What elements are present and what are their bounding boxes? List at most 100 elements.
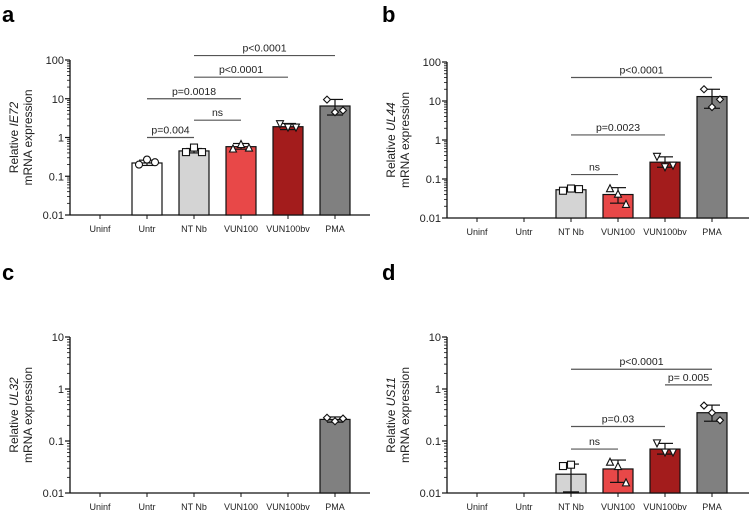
significance-label: p<0.0001: [242, 43, 286, 55]
x-tick-label: VUN100bv: [643, 227, 687, 237]
y-tick-label: 10: [429, 332, 441, 344]
y-tick-label: 1: [435, 135, 441, 147]
data-point-triangle-down: [668, 161, 678, 171]
data-point-square: [181, 148, 191, 157]
bar-untr: [131, 162, 163, 216]
data-point-circle: [142, 155, 152, 164]
x-tick-label: Untr: [138, 502, 155, 510]
significance-label: p= 0.005: [668, 372, 709, 384]
data-point-triangle-down: [668, 448, 678, 458]
data-point-diamond: [707, 408, 717, 417]
y-axis-label-line2: mRNA expression: [21, 89, 35, 185]
y-axis-label-line2: mRNA expression: [398, 92, 412, 188]
data-point-triangle-down: [283, 123, 293, 133]
y-tick-label: 0.01: [43, 210, 64, 222]
y-tick-label: 10: [52, 332, 64, 344]
x-tick-label: VUN100: [224, 224, 258, 234]
x-tick-label: PMA: [325, 502, 345, 510]
y-tick-label: 10: [52, 94, 64, 106]
y-tick-label: 1: [58, 133, 64, 145]
y-tick-label: 0.01: [420, 213, 441, 225]
data-point-triangle-up: [613, 461, 623, 471]
y-axis-label: Relative IE72: [7, 101, 21, 173]
panel-letter: a: [2, 2, 15, 27]
data-point-diamond: [338, 414, 348, 423]
y-axis-label: Relative UL44: [384, 102, 398, 178]
y-label-prefix: Relative: [7, 127, 21, 174]
data-point-square: [197, 148, 207, 157]
data-point-diamond: [707, 102, 717, 112]
x-tick-label: Uninf: [89, 224, 111, 234]
data-point-diamond: [330, 416, 340, 426]
bar-pma: [319, 418, 351, 494]
significance-label: p<0.0001: [619, 65, 663, 77]
data-point-square: [558, 186, 568, 195]
data-point-triangle-down: [275, 120, 285, 129]
x-tick-label: Uninf: [466, 502, 488, 510]
data-point-triangle-down: [291, 123, 301, 133]
significance-label: p=0.0023: [596, 122, 640, 134]
data-point-diamond: [322, 413, 332, 423]
x-tick-label: Untr: [515, 227, 532, 237]
data-point-triangle-up: [605, 183, 615, 193]
x-tick-label: NT Nb: [558, 502, 584, 510]
data-point-triangle-up: [228, 143, 238, 153]
y-label-prefix: Relative: [384, 406, 398, 453]
y-tick-label: 0.1: [426, 436, 441, 448]
data-point-triangle-up: [613, 188, 623, 198]
x-tick-label: VUN100bv: [266, 224, 310, 234]
x-tick-label: Untr: [138, 224, 155, 234]
y-axis-label-line2: mRNA expression: [398, 367, 412, 463]
y-tick-label: 1: [58, 384, 64, 396]
y-tick-label: 0.1: [49, 171, 64, 183]
bar-pma: [319, 105, 351, 216]
significance-label: p<0.0001: [219, 64, 263, 76]
y-tick-label: 100: [423, 57, 441, 69]
data-point-triangle-down: [660, 448, 670, 458]
x-tick-label: Untr: [515, 502, 532, 510]
data-point-diamond: [322, 95, 332, 104]
bar-vun100: [225, 146, 257, 216]
x-tick-label: VUN100: [224, 502, 258, 510]
x-tick-label: PMA: [702, 502, 722, 510]
significance-label: p=0.0018: [172, 86, 216, 98]
data-point-diamond: [338, 106, 348, 115]
data-point-diamond: [699, 401, 709, 410]
significance-label: ns: [212, 107, 223, 119]
x-tick-label: VUN100: [601, 227, 635, 237]
significance-label: p=0.03: [602, 414, 635, 426]
bar-vun100bv: [272, 126, 304, 216]
y-label-prefix: Relative: [384, 131, 398, 178]
y-label-gene: UL32: [7, 377, 21, 406]
x-tick-label: PMA: [702, 227, 722, 237]
y-tick-label: 0.01: [43, 488, 64, 500]
significance-label: ns: [589, 162, 600, 174]
bar-pma: [696, 412, 728, 494]
y-tick-label: 0.1: [49, 436, 64, 448]
data-point-square: [558, 461, 568, 471]
x-tick-label: Uninf: [89, 502, 111, 510]
x-tick-label: PMA: [325, 224, 345, 234]
x-tick-label: VUN100: [601, 502, 635, 510]
y-label-gene: IE72: [7, 101, 21, 126]
y-tick-label: 10: [429, 96, 441, 108]
data-point-triangle-up: [621, 477, 631, 487]
panel-letter: c: [2, 260, 14, 285]
bar-pma: [696, 95, 728, 219]
x-tick-label: Uninf: [466, 227, 488, 237]
data-point-triangle-up: [244, 142, 254, 152]
data-point-diamond: [330, 107, 340, 117]
y-label-gene: UL44: [384, 102, 398, 131]
y-axis-label: Relative US11: [384, 377, 398, 453]
panel-a: a 0.01 0.1 1 10 100 Relative IE72 mRNA expressi…: [2, 2, 370, 234]
data-point-circle: [134, 160, 144, 169]
data-point-triangle-down: [652, 439, 662, 449]
panel-letter: b: [382, 2, 395, 27]
y-label-gene: US11: [384, 377, 398, 406]
x-tick-label: VUN100bv: [266, 502, 310, 510]
y-tick-label: 100: [46, 55, 64, 67]
panel-b: b 0.01 0.1 1 10 100 Relative UL44 mRNA expressi…: [382, 2, 749, 237]
